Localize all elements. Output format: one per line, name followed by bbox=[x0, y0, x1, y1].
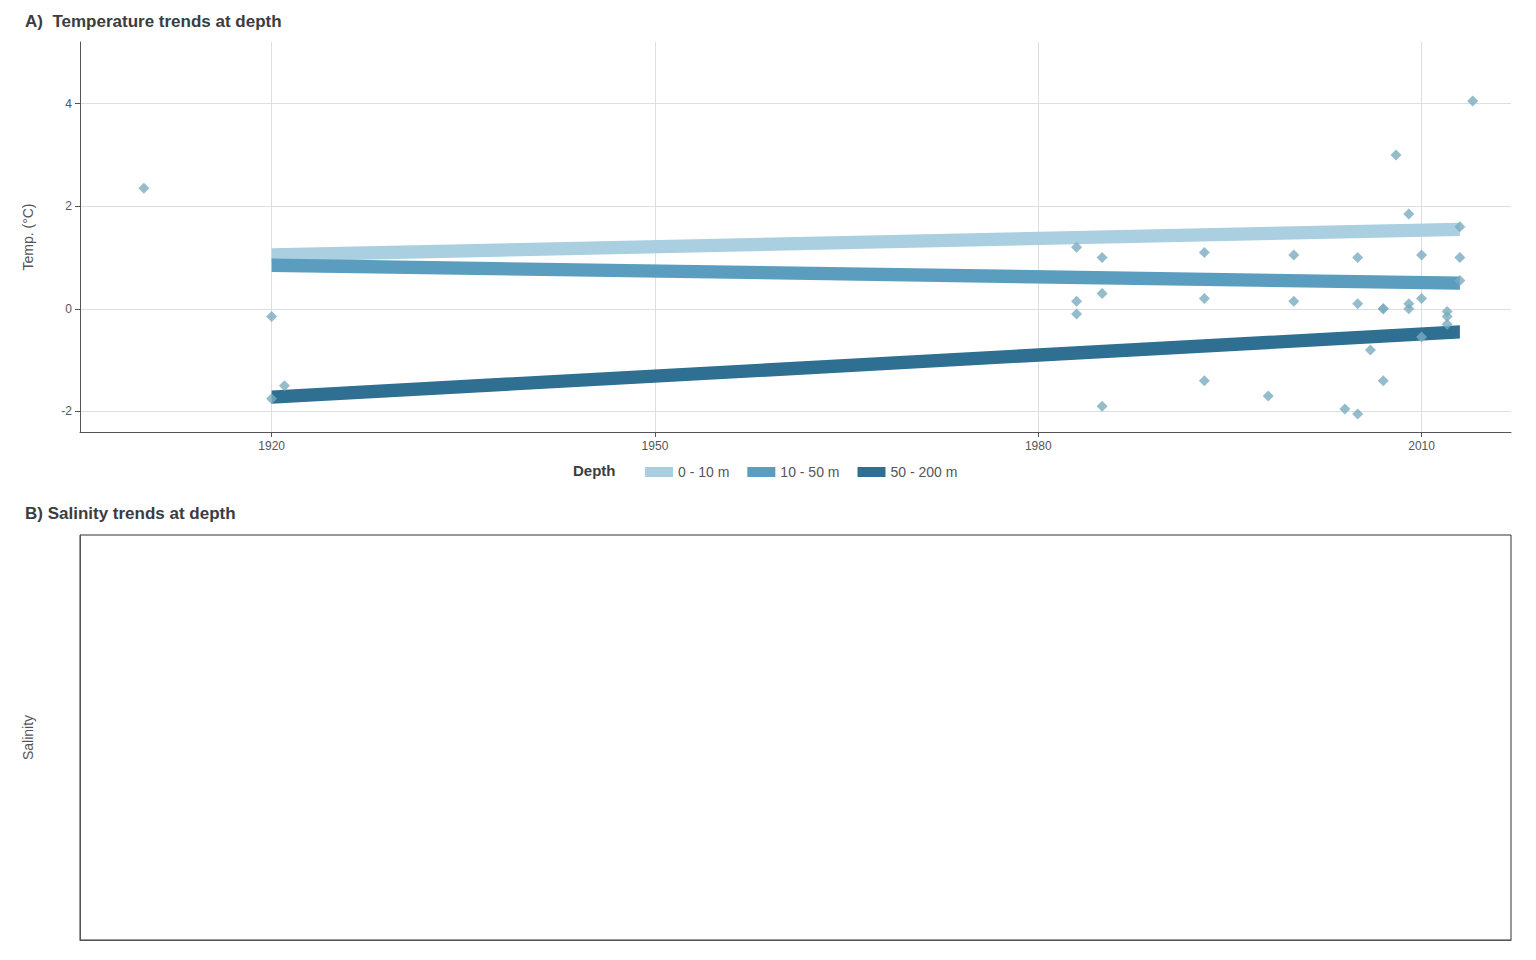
svg-text:10 - 50 m: 10 - 50 m bbox=[780, 464, 839, 480]
svg-text:2010: 2010 bbox=[1408, 439, 1435, 453]
svg-text:0 - 10 m: 0 - 10 m bbox=[678, 464, 729, 480]
svg-text:Depth: Depth bbox=[573, 462, 616, 479]
svg-text:50 - 200 m: 50 - 200 m bbox=[890, 464, 957, 480]
svg-text:1920: 1920 bbox=[258, 439, 285, 453]
svg-text:0: 0 bbox=[65, 302, 72, 316]
svg-text:1950: 1950 bbox=[642, 439, 669, 453]
svg-text:2: 2 bbox=[65, 199, 72, 213]
svg-text:Temp. (°C): Temp. (°C) bbox=[20, 203, 36, 270]
svg-text:4: 4 bbox=[65, 97, 72, 111]
svg-text:A) Temperature trends at dept: A) Temperature trends at depth bbox=[25, 12, 282, 31]
svg-text:Salinity: Salinity bbox=[20, 715, 36, 760]
svg-text:1980: 1980 bbox=[1025, 439, 1052, 453]
svg-text:B) Salinity trends at depth: B) Salinity trends at depth bbox=[25, 504, 236, 523]
svg-text:-2: -2 bbox=[61, 404, 72, 418]
